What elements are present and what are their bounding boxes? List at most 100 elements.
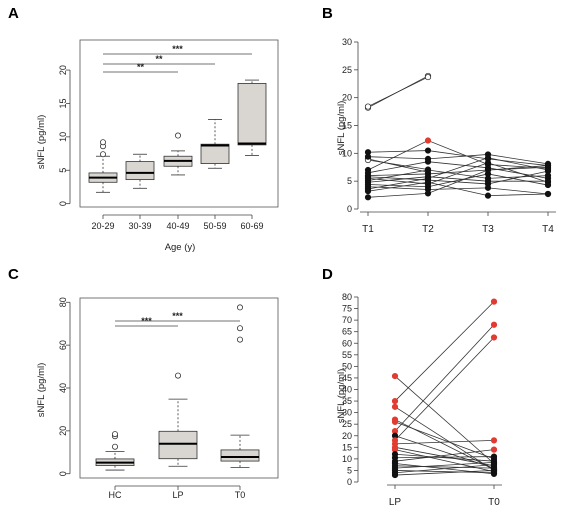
panel-b-data-point [364, 194, 372, 201]
panel-b-y-tick-label: 5 [347, 176, 352, 186]
panel-d-y-tick-label: 0 [347, 477, 352, 487]
panel-b-data-point [544, 181, 552, 189]
panel-label-c: C [8, 266, 19, 283]
panel-b-series-line [367, 150, 549, 166]
panel-a-x-tick-label: 40-49 [166, 221, 189, 231]
panel-b-data-point [424, 158, 432, 165]
panel-d-series-line [394, 375, 495, 464]
panel-c-y-tick-label: 80 [58, 297, 68, 307]
panel-a-significance-label: *** [172, 44, 183, 54]
panel-b-series-line [367, 159, 429, 170]
panel-a-outlier-point [100, 139, 107, 146]
panel-b-data-point [484, 192, 492, 199]
panel-b-data-point [424, 137, 432, 144]
panel-b-x-tick-label: T2 [422, 224, 434, 235]
panel-d-y-tick-label: 45 [342, 373, 352, 383]
panel-c-x-tick-label: HC [109, 490, 122, 500]
panel-a: A sNFL (pg/ml) Age (y) 0 5 10 15 20 20-29 30-3… [8, 5, 279, 253]
panel-b-data-point [424, 73, 432, 81]
panel-b-data-point [484, 178, 492, 185]
panel-d-series-line [394, 446, 495, 467]
panel-b-x-tick-label: T1 [362, 224, 374, 235]
panel-d-series-line [394, 449, 495, 462]
panel-d-data-point [490, 461, 498, 468]
panel-c-plot-frame [79, 297, 279, 479]
panel-b-series-line [367, 162, 549, 185]
panel-c-significance-label: *** [172, 311, 183, 321]
panel-b-series-line [367, 181, 549, 197]
panel-b-data-point [424, 147, 432, 154]
panel-d-x-tick-label: LP [389, 497, 402, 508]
panel-c-y-tick-label: 0 [58, 471, 68, 476]
panel-c-box [158, 430, 198, 460]
panel-b-series-line [367, 176, 548, 183]
panel-a-y-tick-label: 15 [58, 98, 68, 108]
panel-c-x-tick-label: LP [172, 490, 183, 500]
panel-b-data-point [424, 179, 432, 186]
panel-a-x-tick-label: 60-69 [240, 221, 263, 231]
panel-d-data-point [490, 334, 498, 341]
panel-d-y-tick-label: 60 [342, 338, 352, 348]
panel-a-x-tick-label: 20-29 [91, 221, 114, 231]
panel-b-y-tick-label: 10 [342, 148, 352, 158]
panel-b-series-line [367, 165, 549, 198]
panel-d-y-tick-label: 10 [342, 454, 352, 464]
panel-d-series-line [394, 465, 495, 469]
panel-d-series-line [394, 464, 495, 474]
panel-c-outlier-point [112, 443, 119, 450]
panel-d-data-point [490, 437, 498, 444]
panel-d-y-tick-label: 25 [342, 419, 352, 429]
panel-c-y-tick-label: 60 [58, 340, 68, 350]
panel-a-significance-label: ** [155, 54, 163, 64]
panel-a-y-tick-label: 0 [58, 201, 68, 206]
panel-c-outlier-point [236, 336, 243, 343]
panel-b-data-point [364, 103, 372, 110]
panel-d-x-tick-label: T0 [488, 497, 500, 508]
panel-c-outlier-point [236, 325, 243, 332]
panel-d-data-point [490, 321, 498, 328]
panel-d-series-line [394, 470, 495, 476]
panel-d-y-tick-label: 55 [342, 350, 352, 360]
panel-b-y-tick-label: 30 [342, 37, 352, 47]
panel-a-box [237, 83, 267, 146]
panel-a-x-tick-label: 30-39 [128, 221, 151, 231]
panel-d-series-line [394, 421, 495, 460]
panel-c-outlier-point [112, 431, 119, 438]
panel-a-y-tick-label: 10 [58, 132, 68, 142]
panel-b-y-tick-label: 15 [342, 121, 352, 131]
panel-d-series-line [394, 470, 495, 474]
panel-d-y-tick-label: 40 [342, 385, 352, 395]
panel-d-y-tick-label: 80 [342, 292, 352, 302]
panel-a-outlier-point [174, 132, 181, 139]
panel-b-data-point [484, 159, 492, 166]
panel-d-series-line [394, 461, 495, 469]
panel-c-outlier-point [236, 304, 243, 311]
panel-b-x-tick-label: T3 [482, 224, 494, 235]
panel-b-data-point [364, 188, 372, 195]
panel-a-y-axis-label: sNFL (pg/ml) [36, 115, 47, 170]
panel-d-y-tick-label: 70 [342, 315, 352, 325]
panel-b-data-point [424, 166, 432, 174]
panel-d-y-tick-label: 50 [342, 361, 352, 371]
panel-d-data-point [490, 453, 498, 460]
panel-b-series-line [367, 186, 549, 195]
panel-d-y-tick-label: 75 [342, 304, 352, 314]
panel-b-data-point [364, 153, 372, 160]
panel-b-series-line [367, 76, 429, 107]
panel-b-y-tick-label: 0 [347, 204, 352, 214]
panel-a-plot-frame [79, 39, 279, 208]
panel-a-y-tick-label: 20 [58, 65, 68, 75]
panel-d-data-point [391, 372, 399, 380]
panel-d-series-line [394, 301, 495, 402]
panel-d-y-tick-label: 15 [342, 442, 352, 452]
panel-a-x-axis-label: Age (y) [165, 242, 196, 253]
panel-a-y-tick-label: 5 [58, 168, 68, 173]
panel-b-x-tick-label: T4 [542, 224, 554, 235]
panel-a-x-tick-label: 50-59 [203, 221, 226, 231]
panel-d-data-point [490, 467, 498, 474]
panel-d-y-tick-label: 35 [342, 396, 352, 406]
panel-d-y-axis-label: sNFL (pg/ml) [336, 369, 347, 424]
panel-c-box [220, 449, 260, 462]
